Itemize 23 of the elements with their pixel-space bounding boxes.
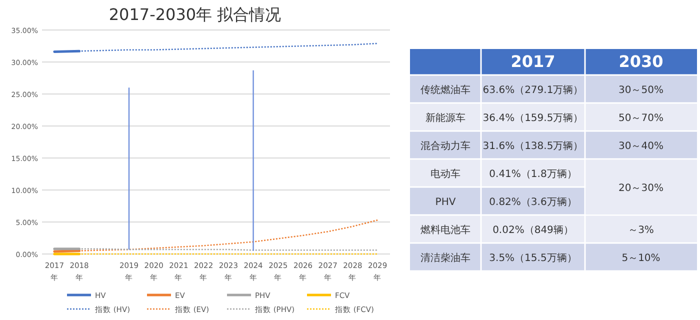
text: 30～50%: [618, 85, 664, 96]
text: 20～30%: [618, 183, 664, 194]
category-label: 2017: [510, 52, 556, 71]
text: 31.6%（138.5万辆）: [482, 141, 584, 152]
text: 0.41%（1.8万辆）: [489, 169, 577, 180]
text: 36.4%（159.5万辆）: [482, 113, 584, 124]
text: 0.82%（3.6万辆）: [489, 197, 577, 208]
category-label: 清洁柴油车: [420, 253, 470, 264]
category-label: 传统燃油车: [420, 85, 470, 96]
text: 5～10%: [622, 253, 660, 264]
text: 30～40%: [618, 141, 664, 152]
category-label: PHV: [435, 197, 456, 208]
text: ～3%: [628, 225, 654, 236]
category-label: 电动车: [430, 169, 460, 180]
text: 0.02%（849辆）: [492, 225, 574, 236]
text: 63.6%（279.1万辆）: [482, 85, 584, 96]
category-label: 混合动力车: [420, 141, 470, 152]
text: 3.5%（15.5万辆）: [489, 253, 577, 264]
text: 50～70%: [618, 113, 664, 124]
category-label: 新能源车: [426, 113, 466, 124]
category-label: 燃料电池车: [420, 225, 470, 236]
category-label: 2030: [618, 52, 664, 71]
chart-title: 2017-2030年 拟合情况: [108, 5, 282, 24]
